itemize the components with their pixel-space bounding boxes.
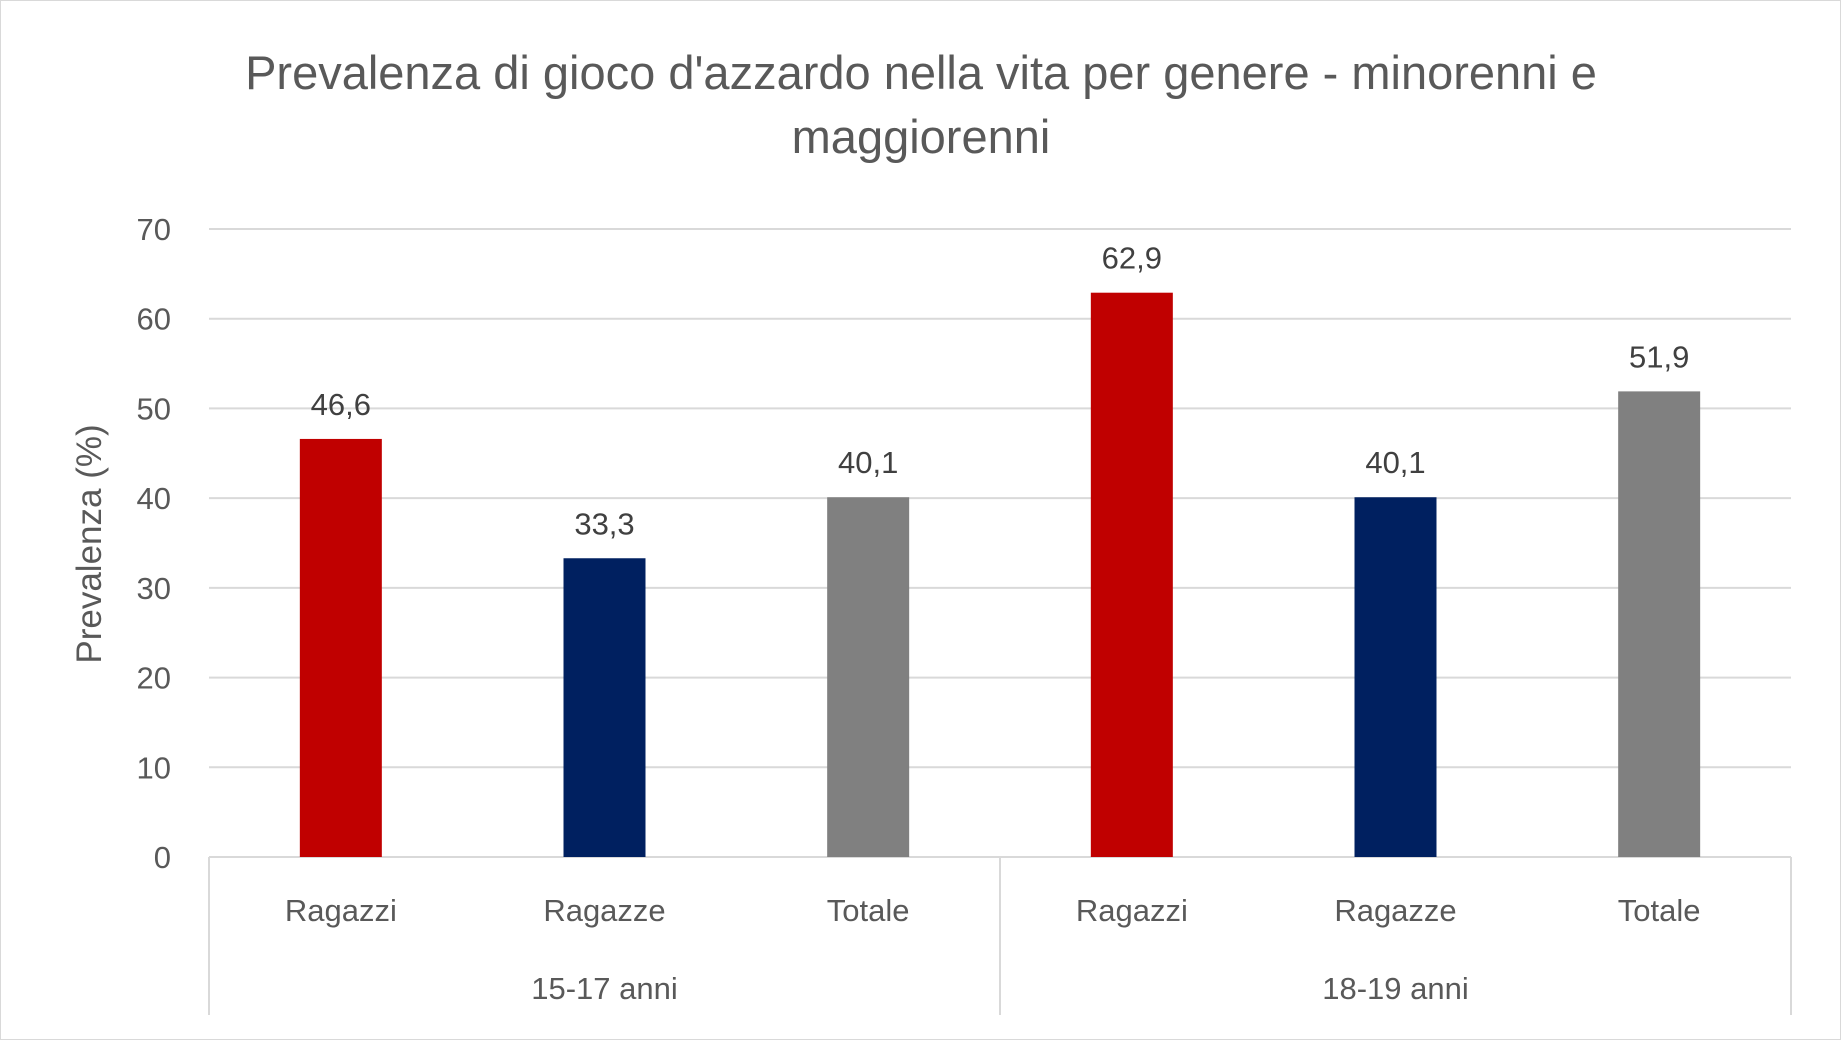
bar <box>827 497 910 857</box>
x-tick-label: Totale <box>1618 893 1701 928</box>
bar <box>1090 292 1173 857</box>
bar <box>299 438 382 857</box>
group-label: 15-17 anni <box>531 971 678 1006</box>
x-tick-label: Ragazzi <box>1076 893 1188 928</box>
bar <box>1354 497 1437 857</box>
y-tick-label: 70 <box>137 212 171 247</box>
labels: 0 10 20 30 40 50 60 70 46,6 Ragazzi 33,3 Ragazze 40,… <box>137 212 1701 1006</box>
gridlines <box>209 228 1791 769</box>
axes <box>208 856 1792 1015</box>
y-tick-label: 30 <box>137 571 171 606</box>
y-tick-label: 0 <box>154 840 171 875</box>
x-tick-label: Ragazzi <box>285 893 397 928</box>
x-tick-label: Ragazze <box>543 893 665 928</box>
data-label: 51,9 <box>1629 339 1689 374</box>
data-label: 40,1 <box>1365 445 1425 480</box>
data-label: 33,3 <box>574 506 634 541</box>
y-tick-label: 40 <box>137 481 171 516</box>
x-tick-label: Ragazze <box>1334 893 1456 928</box>
y-tick-label: 10 <box>137 750 171 785</box>
group-label: 18-19 anni <box>1322 971 1469 1006</box>
y-tick-label: 20 <box>137 661 171 696</box>
bar <box>563 558 646 857</box>
y-tick-label: 50 <box>137 391 171 426</box>
y-axis-title: Prevalenza (%) <box>70 424 109 663</box>
bar <box>1618 391 1701 857</box>
bars <box>299 292 1701 857</box>
x-tick-label: Totale <box>827 893 910 928</box>
y-tick-label: 60 <box>137 302 171 337</box>
chart-title: Prevalenza di gioco d'azzardo nella vita… <box>245 46 1597 163</box>
data-label: 46,6 <box>311 387 371 422</box>
data-label: 40,1 <box>838 445 898 480</box>
data-label: 62,9 <box>1102 241 1162 276</box>
